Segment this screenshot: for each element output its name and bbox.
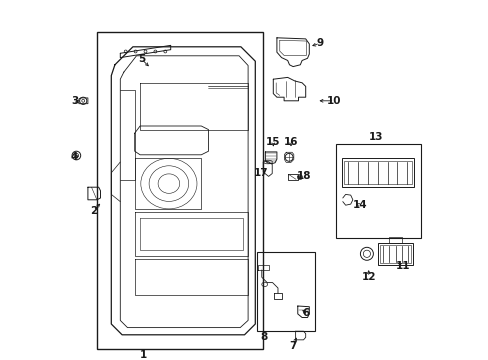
Text: 1: 1 xyxy=(140,350,147,360)
Text: 6: 6 xyxy=(302,308,309,318)
Bar xyxy=(343,161,411,184)
Text: 14: 14 xyxy=(352,200,366,210)
Text: 17: 17 xyxy=(253,168,267,178)
Text: 11: 11 xyxy=(395,261,409,271)
Bar xyxy=(380,245,410,263)
Text: 12: 12 xyxy=(361,272,375,282)
Bar xyxy=(341,158,413,187)
Text: 3: 3 xyxy=(71,96,78,106)
Text: 18: 18 xyxy=(296,171,310,181)
Text: 15: 15 xyxy=(265,137,280,147)
Bar xyxy=(336,144,420,238)
Text: 5: 5 xyxy=(138,54,145,64)
Text: 9: 9 xyxy=(316,38,323,48)
Bar xyxy=(257,252,314,331)
Text: 10: 10 xyxy=(326,96,341,106)
Text: 7: 7 xyxy=(289,341,296,351)
Text: 16: 16 xyxy=(284,137,298,147)
Bar xyxy=(378,243,412,265)
Text: 8: 8 xyxy=(260,332,267,342)
Text: 2: 2 xyxy=(89,206,97,216)
Text: 13: 13 xyxy=(368,132,383,142)
Bar xyxy=(97,32,262,349)
Text: 4: 4 xyxy=(71,152,78,162)
